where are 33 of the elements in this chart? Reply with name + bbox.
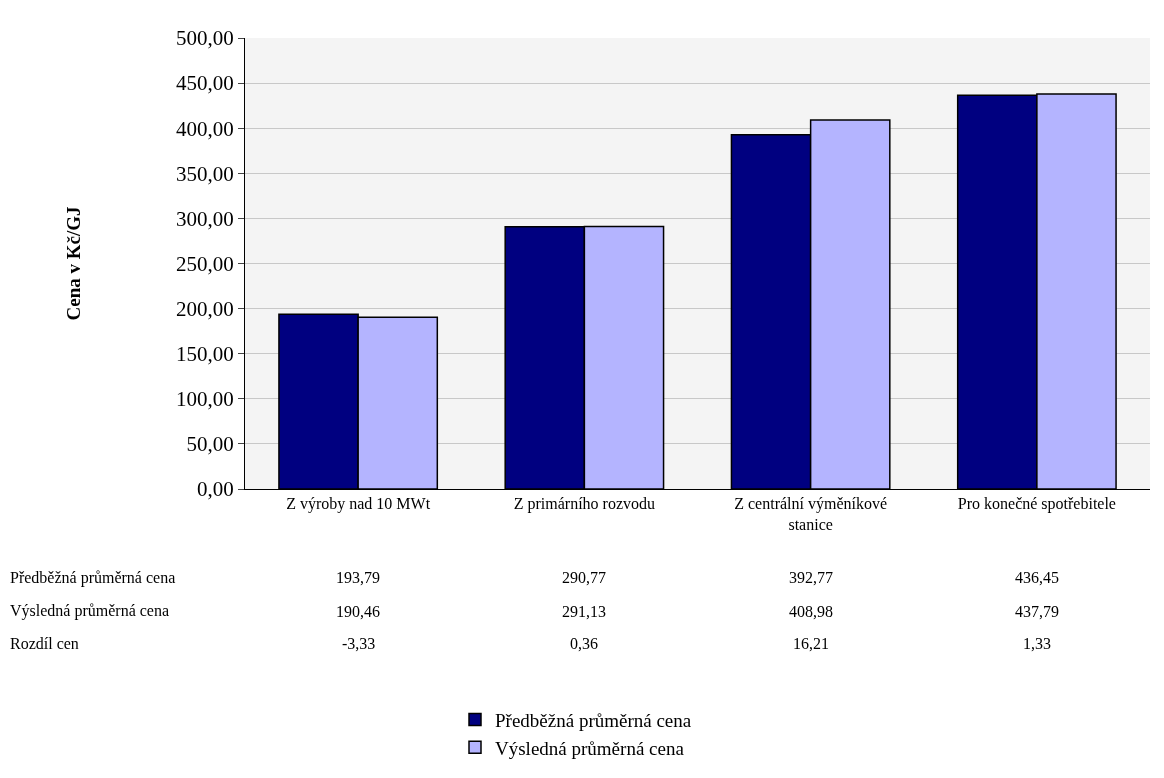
y-tick-label: 0,00 [197, 477, 234, 502]
text: Předběžná průměrná cena [10, 569, 176, 586]
data-label: 291,13 [562, 603, 606, 620]
data-label: 392,77 [789, 569, 833, 586]
data-label: 290,77 [562, 569, 606, 586]
y-tick-label: 50,00 [186, 432, 234, 457]
legend-label: Předběžná průměrná cena [495, 709, 692, 731]
text: 16,21 [793, 635, 829, 652]
y-tick-label: 350,00 [176, 161, 234, 186]
y-tick-label: 400,00 [176, 116, 234, 141]
text: 0,36 [570, 635, 598, 652]
legend-label: Výsledná průměrná cena [495, 737, 685, 759]
text: -3,33 [342, 635, 376, 652]
y-tick-label: 150,00 [176, 342, 234, 367]
y-axis-title: Cena v Kč/GJ [62, 206, 84, 321]
x-tick-label: Z výroby nad 10 MWt [286, 495, 431, 514]
data-label: 436,45 [1015, 569, 1059, 586]
y-tick-label: 250,00 [176, 251, 234, 276]
data-label: 437,79 [1015, 603, 1059, 620]
y-tick-label: 100,00 [176, 387, 234, 412]
data-label: 193,79 [336, 569, 380, 586]
y-tick-label: 300,00 [176, 206, 234, 231]
x-tick-label: Z centrální výměníkové stanice [734, 495, 888, 533]
y-tick-label: 500,00 [176, 26, 234, 51]
y-tick-label: 450,00 [176, 71, 234, 96]
data-label: 408,98 [789, 603, 833, 620]
y-tick-label: 200,00 [176, 296, 234, 321]
data-label: 190,46 [336, 603, 380, 620]
x-tick-label: Pro konečné spotřebitele [957, 495, 1116, 514]
text: Výsledná průměrná cena [10, 602, 170, 619]
x-tick-label: Z primárního rozvodu [513, 495, 656, 514]
text: 1,33 [1023, 635, 1051, 652]
text: Rozdíl cen [10, 635, 79, 652]
